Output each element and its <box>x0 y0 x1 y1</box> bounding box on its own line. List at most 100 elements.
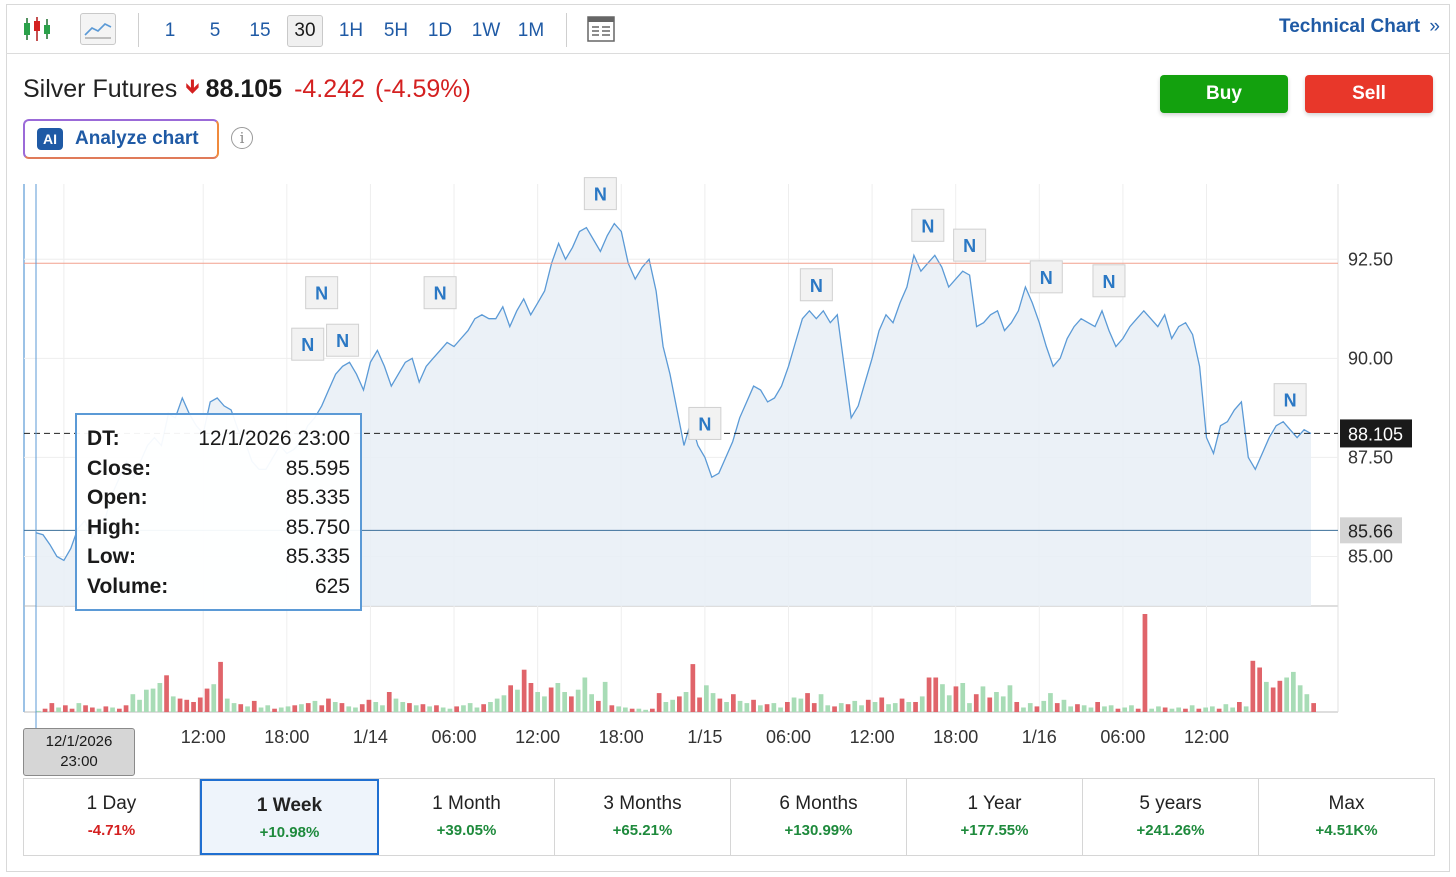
interval-1d[interactable]: 1D <box>427 20 453 41</box>
volume-bar <box>859 705 864 712</box>
interval-1m[interactable]: 1M <box>517 20 545 41</box>
volume-bar <box>960 683 966 712</box>
chart-widget-frame <box>6 4 1450 872</box>
news-marker[interactable] <box>423 276 457 310</box>
volume-bar <box>117 708 122 712</box>
volume-bar <box>697 697 702 712</box>
volume-bar <box>805 693 810 712</box>
period-3-months[interactable]: 3 Months +65.21% <box>555 779 731 855</box>
volume-bar <box>798 698 804 712</box>
volume-bar <box>1156 706 1161 712</box>
volume-bar <box>973 694 979 712</box>
volume-bar <box>636 708 642 712</box>
buy-button[interactable]: Buy <box>1160 75 1288 113</box>
volume-bar <box>596 700 601 712</box>
volume-bar <box>535 692 540 712</box>
volume-bar <box>643 709 648 712</box>
news-marker[interactable] <box>291 327 325 361</box>
crosshair-time: 23:00 <box>60 753 98 770</box>
volume-bar <box>258 707 264 712</box>
volume-bar <box>1122 707 1127 712</box>
last-price: 88.105 <box>205 74 283 103</box>
technical-chart-link[interactable]: Technical Chart » <box>1279 16 1440 38</box>
x-tick-label: 06:00 <box>1100 727 1145 747</box>
volume-bar <box>953 686 959 712</box>
tooltip-key: Low: <box>87 545 136 568</box>
volume-bar <box>1311 703 1316 712</box>
volume-bar <box>764 704 770 712</box>
period-label: Max <box>1328 793 1365 814</box>
line-chart-icon[interactable] <box>80 13 116 45</box>
period-1-day[interactable]: 1 Day -4.71% <box>24 779 200 855</box>
interval-5[interactable]: 5 <box>209 20 221 41</box>
sell-button[interactable]: Sell <box>1305 75 1433 113</box>
news-marker[interactable] <box>688 406 722 440</box>
volume-bar <box>366 699 372 713</box>
tooltip-value: 85.595 <box>285 456 350 480</box>
period-max[interactable]: Max +4.51K% <box>1259 779 1434 855</box>
period-label: 3 Months <box>603 793 682 814</box>
interval-1h[interactable]: 1H <box>338 20 364 41</box>
tooltip-key: Close: <box>87 456 152 480</box>
interval-5h[interactable]: 5H <box>383 20 409 41</box>
news-marker[interactable] <box>1029 260 1063 294</box>
tooltip-key: High: <box>87 515 141 539</box>
volume-bar <box>413 705 419 712</box>
volume-bar <box>1102 706 1107 712</box>
volume-bar <box>542 696 547 712</box>
volume-bar <box>1189 705 1195 712</box>
volume-bar <box>1270 687 1276 712</box>
info-icon[interactable]: i <box>231 127 253 149</box>
period-1-week[interactable]: 1 Week +10.98% <box>200 779 379 855</box>
news-marker[interactable] <box>1092 264 1126 298</box>
volume-bar <box>488 702 493 712</box>
period-1-month[interactable]: 1 Month +39.05% <box>379 779 555 855</box>
news-marker[interactable] <box>583 177 617 211</box>
news-marker-label: N <box>810 276 823 296</box>
news-marker[interactable] <box>1273 383 1307 417</box>
volume-bar <box>1284 677 1289 712</box>
volume-bar <box>481 704 486 712</box>
volume-bar <box>913 702 918 712</box>
period-1-year[interactable]: 1 Year +177.55% <box>907 779 1083 855</box>
volume-bar <box>312 700 318 712</box>
volume-bar <box>650 708 655 712</box>
news-marker[interactable] <box>326 323 360 357</box>
news-marker[interactable] <box>911 208 945 242</box>
interval-1[interactable]: 1 <box>164 20 176 41</box>
period-change: +130.99% <box>784 822 853 839</box>
interval-15[interactable]: 15 <box>249 20 271 41</box>
volume-bar <box>1216 708 1222 712</box>
volume-bar <box>663 702 669 712</box>
volume-bar <box>218 661 223 712</box>
x-tick-label: 1/16 <box>1022 727 1057 747</box>
price-change-percent: (-4.59%) <box>374 74 471 103</box>
tooltip-key: Open: <box>87 486 148 509</box>
volume-bar <box>137 699 142 713</box>
interval-30[interactable]: 30 <box>287 15 323 47</box>
analyze-chart-button[interactable]: AI Analyze chart <box>23 119 219 159</box>
news-marker[interactable] <box>305 276 339 310</box>
candlestick-icon[interactable] <box>20 13 54 45</box>
volume-bar <box>184 699 190 713</box>
volume-bar <box>319 705 325 712</box>
arrow-down-icon: 🡻 <box>185 76 200 98</box>
volume-bar <box>811 703 817 712</box>
volume-bar <box>919 696 925 712</box>
volume-bar <box>164 675 169 713</box>
volume-bar <box>461 705 466 712</box>
volume-bar <box>1230 707 1235 712</box>
interval-1w[interactable]: 1W <box>471 20 501 41</box>
volume-bar <box>892 703 898 712</box>
volume-bar <box>1162 707 1168 712</box>
layout-icon[interactable] <box>584 13 618 45</box>
period-label: 6 Months <box>779 793 858 814</box>
news-marker[interactable] <box>799 268 833 302</box>
tooltip-row: Close: 85.595 <box>87 457 350 487</box>
news-marker-label: N <box>336 331 349 351</box>
period-6-months[interactable]: 6 Months +130.99% <box>731 779 907 855</box>
period-5-years[interactable]: 5 years +241.26% <box>1083 779 1259 855</box>
news-marker[interactable] <box>953 228 987 262</box>
volume-bar <box>278 707 284 712</box>
tooltip-value: 625 <box>314 574 350 598</box>
